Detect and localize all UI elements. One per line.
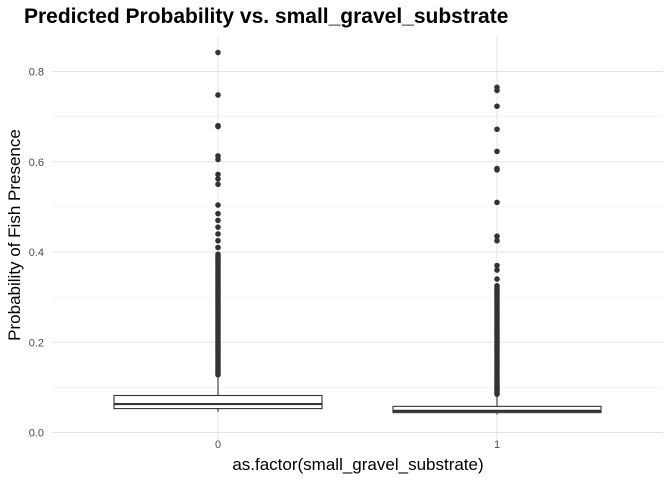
outlier-point (494, 267, 500, 273)
outlier-point (215, 181, 221, 188)
outlier-point (494, 199, 500, 206)
outlier-point (215, 217, 221, 224)
y-tick-label: 0.0 (29, 428, 44, 440)
outlier-point (215, 244, 221, 251)
boxplot-series (113, 49, 602, 415)
y-axis-ticks: 0.0 0.2 0.4 0.6 0.8 (29, 67, 44, 440)
x-tick-label: 0 (215, 439, 221, 451)
outlier-point (215, 202, 221, 208)
outlier-point (215, 122, 221, 129)
outlier-point (215, 251, 221, 258)
y-tick-label: 0.2 (29, 337, 44, 349)
outlier-point (494, 103, 500, 110)
outlier-point (494, 126, 500, 133)
outlier-point (215, 92, 221, 98)
y-tick-label: 0.8 (29, 67, 44, 79)
iqr-box (392, 405, 602, 414)
outlier-point (494, 165, 500, 172)
outlier-point (494, 148, 500, 155)
outlier-point (215, 224, 221, 230)
x-tick-label: 1 (494, 439, 500, 451)
box-group-0 (113, 49, 323, 412)
chart-title: Predicted Probability vs. small_gravel_s… (24, 5, 508, 28)
outlier-point (494, 237, 500, 244)
outlier-point (494, 276, 500, 282)
y-tick-label: 0.4 (29, 247, 44, 259)
outlier-point (215, 153, 221, 159)
outlier-point (215, 231, 221, 237)
outlier-point (494, 283, 500, 289)
x-axis-title: as.factor(small_gravel_substrate) (232, 455, 483, 474)
box-group-1 (392, 84, 602, 415)
outlier-point (494, 233, 500, 240)
grid-lines (52, 36, 663, 441)
outlier-point (215, 210, 221, 217)
outlier-point (215, 176, 221, 182)
y-tick-label: 0.6 (29, 157, 44, 169)
outlier-point (215, 237, 221, 244)
y-axis-title: Probability of Fish Presence (5, 129, 24, 341)
outlier-point (215, 49, 221, 56)
outlier-point (494, 262, 500, 269)
outlier-point (494, 84, 500, 91)
outlier-point (215, 171, 221, 178)
iqr-box (113, 394, 323, 410)
